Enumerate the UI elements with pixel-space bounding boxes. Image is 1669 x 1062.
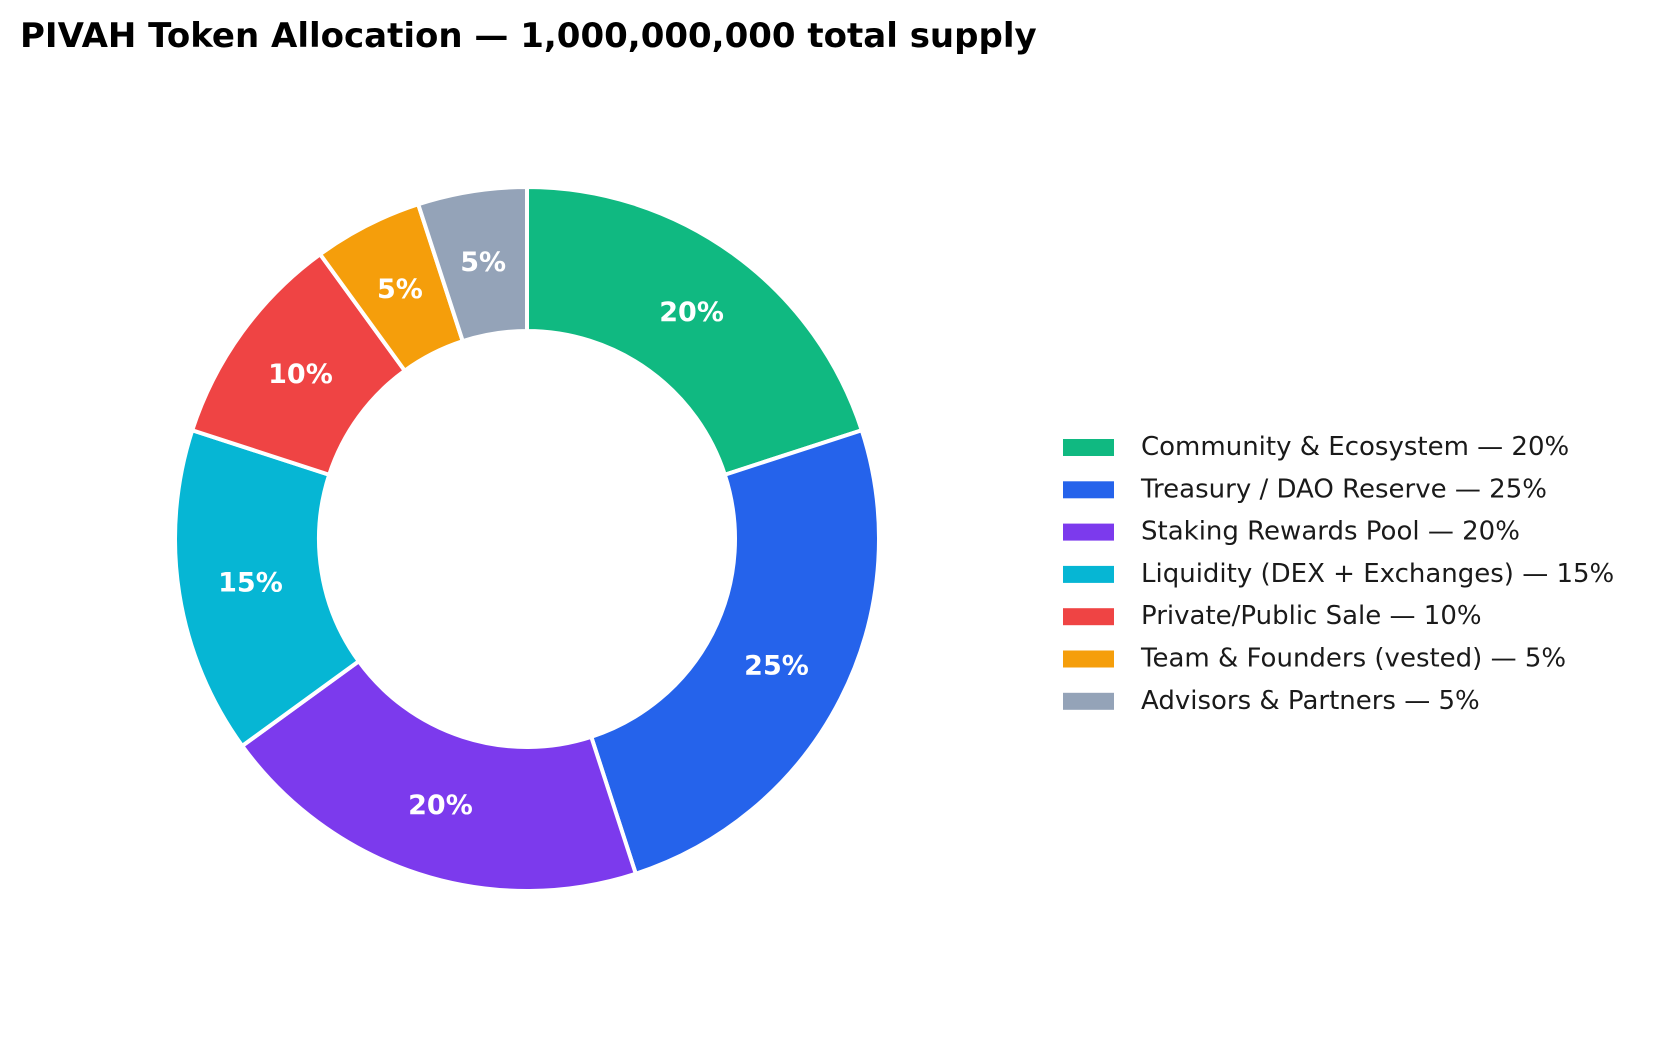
legend-swatch: [1063, 608, 1114, 626]
legend-swatch: [1063, 565, 1114, 583]
legend: Community & Ecosystem — 20% Treasury / DA…: [1063, 432, 1614, 716]
legend-entry-label: Community & Ecosystem — 20%: [1141, 432, 1569, 462]
slice-value-label: 10%: [268, 359, 333, 390]
legend-entry-label: Liquidity (DEX + Exchanges) — 15%: [1141, 559, 1614, 589]
slice-value-label: 20%: [408, 790, 473, 821]
legend-swatch: [1063, 439, 1114, 456]
slice-value-label: 15%: [218, 567, 283, 598]
slice-liquidity-dex-exchanges: [173, 427, 362, 749]
legend-entry-label: Advisors & Partners — 5%: [1141, 686, 1480, 716]
legend-swatch: [1063, 523, 1114, 541]
legend-swatch: [1063, 650, 1114, 668]
slice-labels: 20% 25% 20% 15% 10% 5% 5%: [218, 247, 809, 821]
slice-staking-rewards-pool: [239, 658, 639, 893]
slice-value-label: 20%: [659, 297, 724, 328]
chart-title: PIVAH Token Allocation — 1,000,000,000 t…: [20, 16, 1037, 56]
legend-entry-label: Treasury / DAO Reserve — 25%: [1140, 474, 1547, 504]
slice-value-label: 25%: [744, 651, 809, 682]
legend-entry-label: Team & Founders (vested) — 5%: [1140, 644, 1566, 674]
slice-treasury-dao-reserve: [588, 427, 881, 877]
legend-entry-label: Private/Public Sale — 10%: [1141, 601, 1482, 631]
slice-community-ecosystem: [525, 184, 865, 478]
legend-swatch: [1063, 481, 1114, 499]
slice-value-label: 5%: [460, 247, 506, 278]
slice-value-label: 5%: [377, 274, 423, 305]
legend-entry-label: Staking Rewards Pool — 20%: [1141, 517, 1520, 547]
donut-slices: [173, 184, 881, 893]
legend-swatch: [1063, 692, 1114, 710]
slice-advisors-partners: [415, 184, 529, 344]
